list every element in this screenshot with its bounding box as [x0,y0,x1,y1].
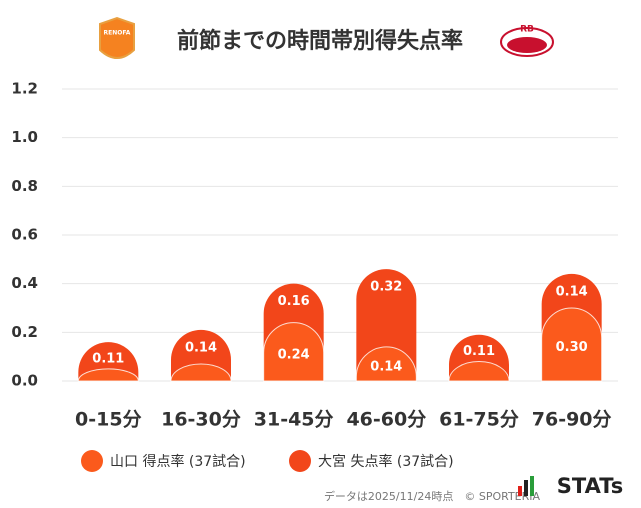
bar-segment [541,307,603,382]
legend-label: 大宮 失点率 (37試合) [318,453,454,470]
value-label: 0.16 [278,294,310,309]
legend-label: 山口 得点率 (37試合) [110,453,246,470]
x-tick-label: 16-30分 [161,409,241,431]
legend-marker [81,450,103,472]
value-label: 0.14 [185,340,217,355]
bar-segment [263,322,325,382]
x-tick-label: 46-60分 [346,409,426,431]
value-label: 0.24 [278,347,310,362]
y-tick-label: 0.0 [11,372,38,390]
x-tick-label: 0-15分 [75,409,142,431]
value-label: 0.11 [92,351,124,366]
home-logo-text: RENOFA [104,30,131,37]
x-tick-label: 31-45分 [254,409,334,431]
footer: データは2025/11/24時点 © SPORTERIA [324,489,541,503]
value-label: 0.32 [370,280,402,295]
y-tick-label: 1.2 [11,80,38,98]
home-logo: RENOFA [99,16,135,59]
brand: STATs [557,474,623,498]
y-tick-label: 0.2 [11,323,38,341]
value-label: 0.11 [463,344,495,359]
chart-title: 前節までの時間帯別得失点率 [177,28,463,54]
x-tick-label: 76-90分 [532,409,612,431]
y-tick-label: 0.4 [11,274,38,292]
y-tick-label: 1.0 [11,128,38,146]
bar-segment [170,363,232,382]
value-label: 0.30 [556,340,588,355]
value-label: 0.14 [370,359,402,374]
x-tick-label: 61-75分 [439,409,519,431]
y-tick-label: 0.8 [11,177,38,195]
away-logo: RB [500,25,554,57]
bar-segment [77,368,139,382]
legend-marker [289,450,311,472]
y-tick-label: 0.6 [11,226,38,244]
bar-segment [448,361,510,382]
away-logo-text: RB [520,25,534,35]
bar-segment [355,346,417,382]
value-label: 0.14 [556,284,588,299]
brand-logo: STATs [518,474,623,498]
